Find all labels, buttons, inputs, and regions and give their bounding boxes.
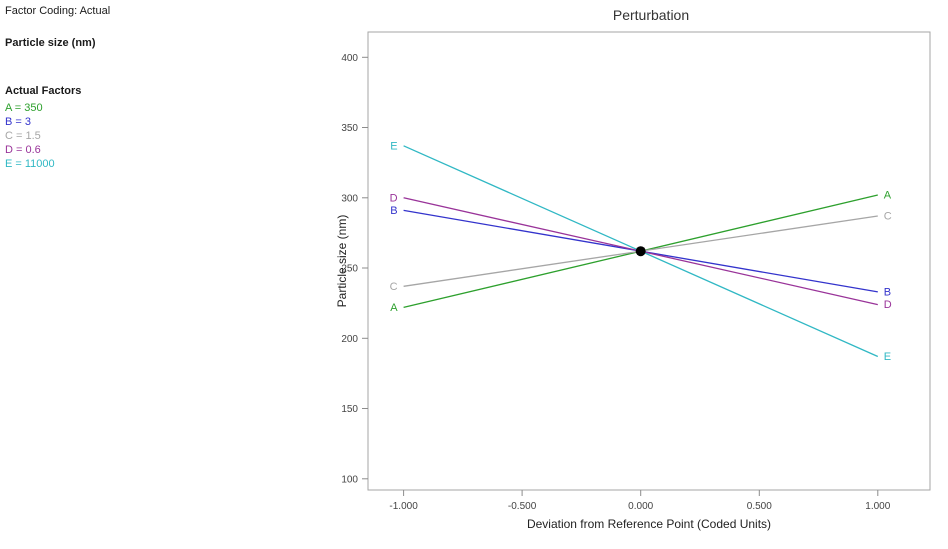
reference-point: [635, 246, 646, 257]
chart-plot: 100 150 200 250 300 350 400 -1.000 -0.500 0.000 0.…: [341, 31, 931, 512]
plot-frame: [367, 31, 931, 491]
x-tick-label: 0.500: [747, 501, 772, 512]
series-label-B-left: B: [390, 205, 397, 217]
series-label-D-left: D: [390, 192, 398, 204]
factor-item-B: B = 3: [5, 116, 31, 128]
y-tick-label: 100: [341, 474, 358, 485]
series-label-A-right: A: [884, 190, 892, 202]
factor-item-E: E = 11000: [5, 158, 55, 170]
series-label-B-right: B: [884, 286, 891, 298]
factor-item-D: D = 0.6: [5, 144, 41, 156]
info-panel: Factor Coding: Actual Particle size (nm)…: [5, 5, 305, 171]
series-label-A-left: A: [390, 302, 398, 314]
y-tick-label: 300: [341, 193, 358, 204]
actual-factors-heading: Actual Factors: [5, 85, 82, 97]
factor-item-C: C = 1.5: [5, 130, 41, 142]
y-tick-label: 400: [341, 53, 358, 64]
series-label-D-right: D: [884, 299, 892, 311]
x-tick-label: -0.500: [508, 501, 537, 512]
factor-coding-label: Factor Coding: Actual: [5, 5, 111, 17]
series-label-C-right: C: [884, 211, 892, 223]
series-label-C-left: C: [390, 281, 398, 293]
response-name-label: Particle size (nm): [5, 37, 96, 49]
y-axis-label: Particle size (nm): [335, 215, 349, 308]
factor-item-A: A = 350: [5, 102, 43, 114]
y-tick-label: 200: [341, 334, 358, 345]
x-tick-label: -1.000: [389, 501, 418, 512]
x-tick-label: 1.000: [865, 501, 890, 512]
y-tick-label: 350: [341, 123, 358, 134]
y-tick-label: 250: [341, 264, 358, 275]
y-tick-label: 150: [341, 404, 358, 415]
series-label-E-left: E: [390, 140, 397, 152]
x-tick-label: 0.000: [628, 501, 653, 512]
factor-list: A = 350 B = 3 C = 1.5 D = 0.6 E = 11000: [5, 101, 305, 171]
x-axis-label: Deviation from Reference Point (Coded Un…: [527, 517, 771, 531]
series-label-E-right: E: [884, 351, 891, 363]
chart-title: Perturbation: [613, 7, 689, 23]
